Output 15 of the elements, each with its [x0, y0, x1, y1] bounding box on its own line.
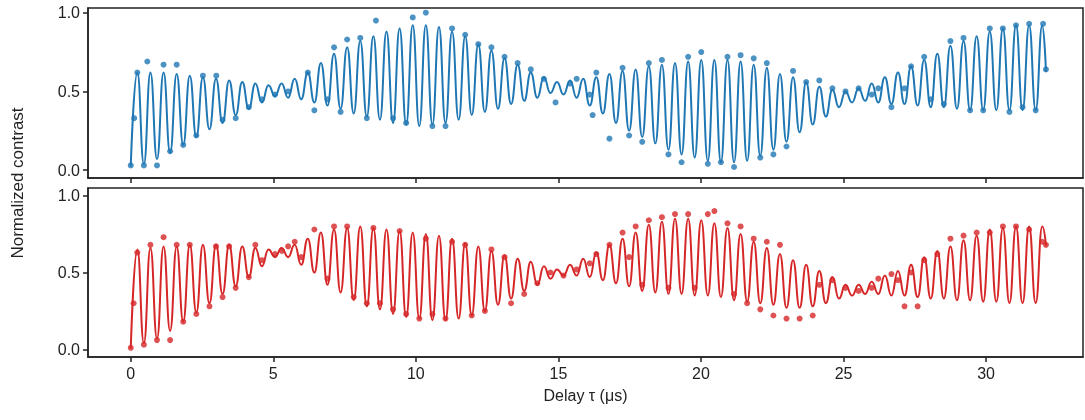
y-tick-label: 0.0	[57, 340, 81, 358]
x-axis-title: Delay τ (μs)	[543, 386, 628, 404]
x-tick-label: 15	[549, 364, 568, 382]
x-tick-label: 25	[834, 364, 853, 382]
y-tick-label: 0.0	[57, 161, 81, 179]
x-tick-label: 0	[126, 364, 136, 382]
y-tick-label: 1.0	[57, 4, 81, 22]
y-axis-title: Normalized contrast	[8, 107, 28, 259]
y-tick-label: 0.5	[57, 82, 81, 100]
x-tick-label: 5	[268, 364, 278, 382]
x-tick-label: 30	[977, 364, 996, 382]
x-tick-label: 20	[692, 364, 710, 382]
y-tick-label: 1.0	[57, 187, 81, 205]
x-tick-label: 10	[406, 364, 425, 382]
y-tick-label: 0.5	[57, 264, 81, 281]
